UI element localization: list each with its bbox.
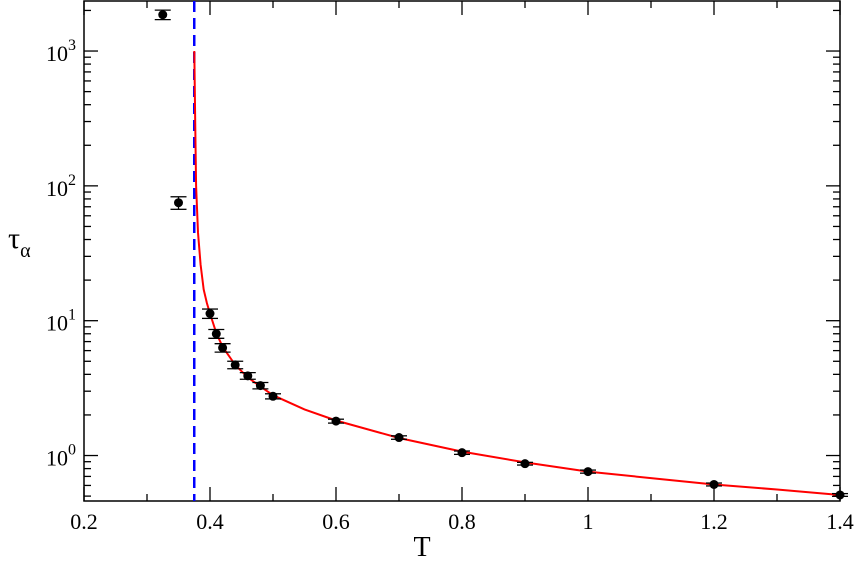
y-tick-base: 10: [46, 176, 68, 201]
y-tick-exponent: 3: [68, 37, 76, 54]
data-marker: [520, 459, 530, 469]
data-point: [252, 381, 269, 391]
x-tick-label: 1: [583, 509, 594, 534]
data-marker: [583, 467, 593, 477]
data-marker: [457, 448, 467, 458]
data-marker: [158, 10, 168, 20]
data-point: [239, 371, 256, 381]
data-point: [227, 360, 244, 370]
y-tick-exponent: 0: [68, 442, 76, 459]
data-point: [214, 343, 231, 353]
y-tick-label: 100: [46, 442, 76, 471]
y-axis-label-subscript: α: [20, 240, 31, 262]
data-marker: [218, 343, 228, 353]
data-point: [580, 467, 596, 477]
data-marker: [394, 433, 404, 443]
data-marker: [268, 391, 278, 401]
y-tick-label: 102: [46, 172, 76, 201]
data-marker: [243, 371, 253, 381]
y-tick-exponent: 1: [68, 307, 76, 324]
x-tick-label: 1.4: [826, 509, 854, 534]
data-point: [170, 196, 187, 210]
y-tick-label: 101: [46, 307, 76, 336]
data-point: [202, 308, 218, 320]
x-tick-label: 1.2: [700, 509, 728, 534]
data-marker: [835, 490, 845, 500]
data-marker: [331, 416, 341, 426]
data-marker: [211, 329, 221, 339]
data-point: [454, 448, 470, 458]
x-tick-label: 0.4: [196, 509, 224, 534]
data-point: [832, 490, 848, 500]
data-point: [265, 391, 281, 401]
y-tick-base: 10: [46, 311, 68, 336]
y-tick-exponent: 2: [68, 172, 76, 189]
data-point: [328, 416, 344, 426]
data-point: [208, 328, 225, 339]
y-tick-label: 103: [46, 37, 76, 66]
data-point: [391, 433, 407, 443]
data-marker: [205, 309, 215, 319]
y-tick-base: 10: [46, 446, 68, 471]
plot-frame: [83, 0, 841, 502]
marks: [154, 1, 848, 501]
data-marker: [230, 360, 240, 370]
data-point: [517, 459, 533, 469]
x-axis-label: T: [413, 532, 430, 563]
x-tick-label: 0.6: [322, 509, 350, 534]
data-point: [706, 479, 722, 489]
y-axis-label-main: τ: [8, 222, 20, 255]
fit-curve: [193, 50, 841, 496]
data-marker: [709, 479, 719, 489]
data-marker: [255, 381, 265, 391]
y-tick-base: 10: [46, 41, 68, 66]
x-tick-label: 0.8: [448, 509, 476, 534]
data-marker: [174, 198, 183, 208]
x-tick-label: 0.2: [70, 509, 98, 534]
y-axis-label: τα: [8, 222, 31, 262]
data-point: [154, 9, 171, 21]
